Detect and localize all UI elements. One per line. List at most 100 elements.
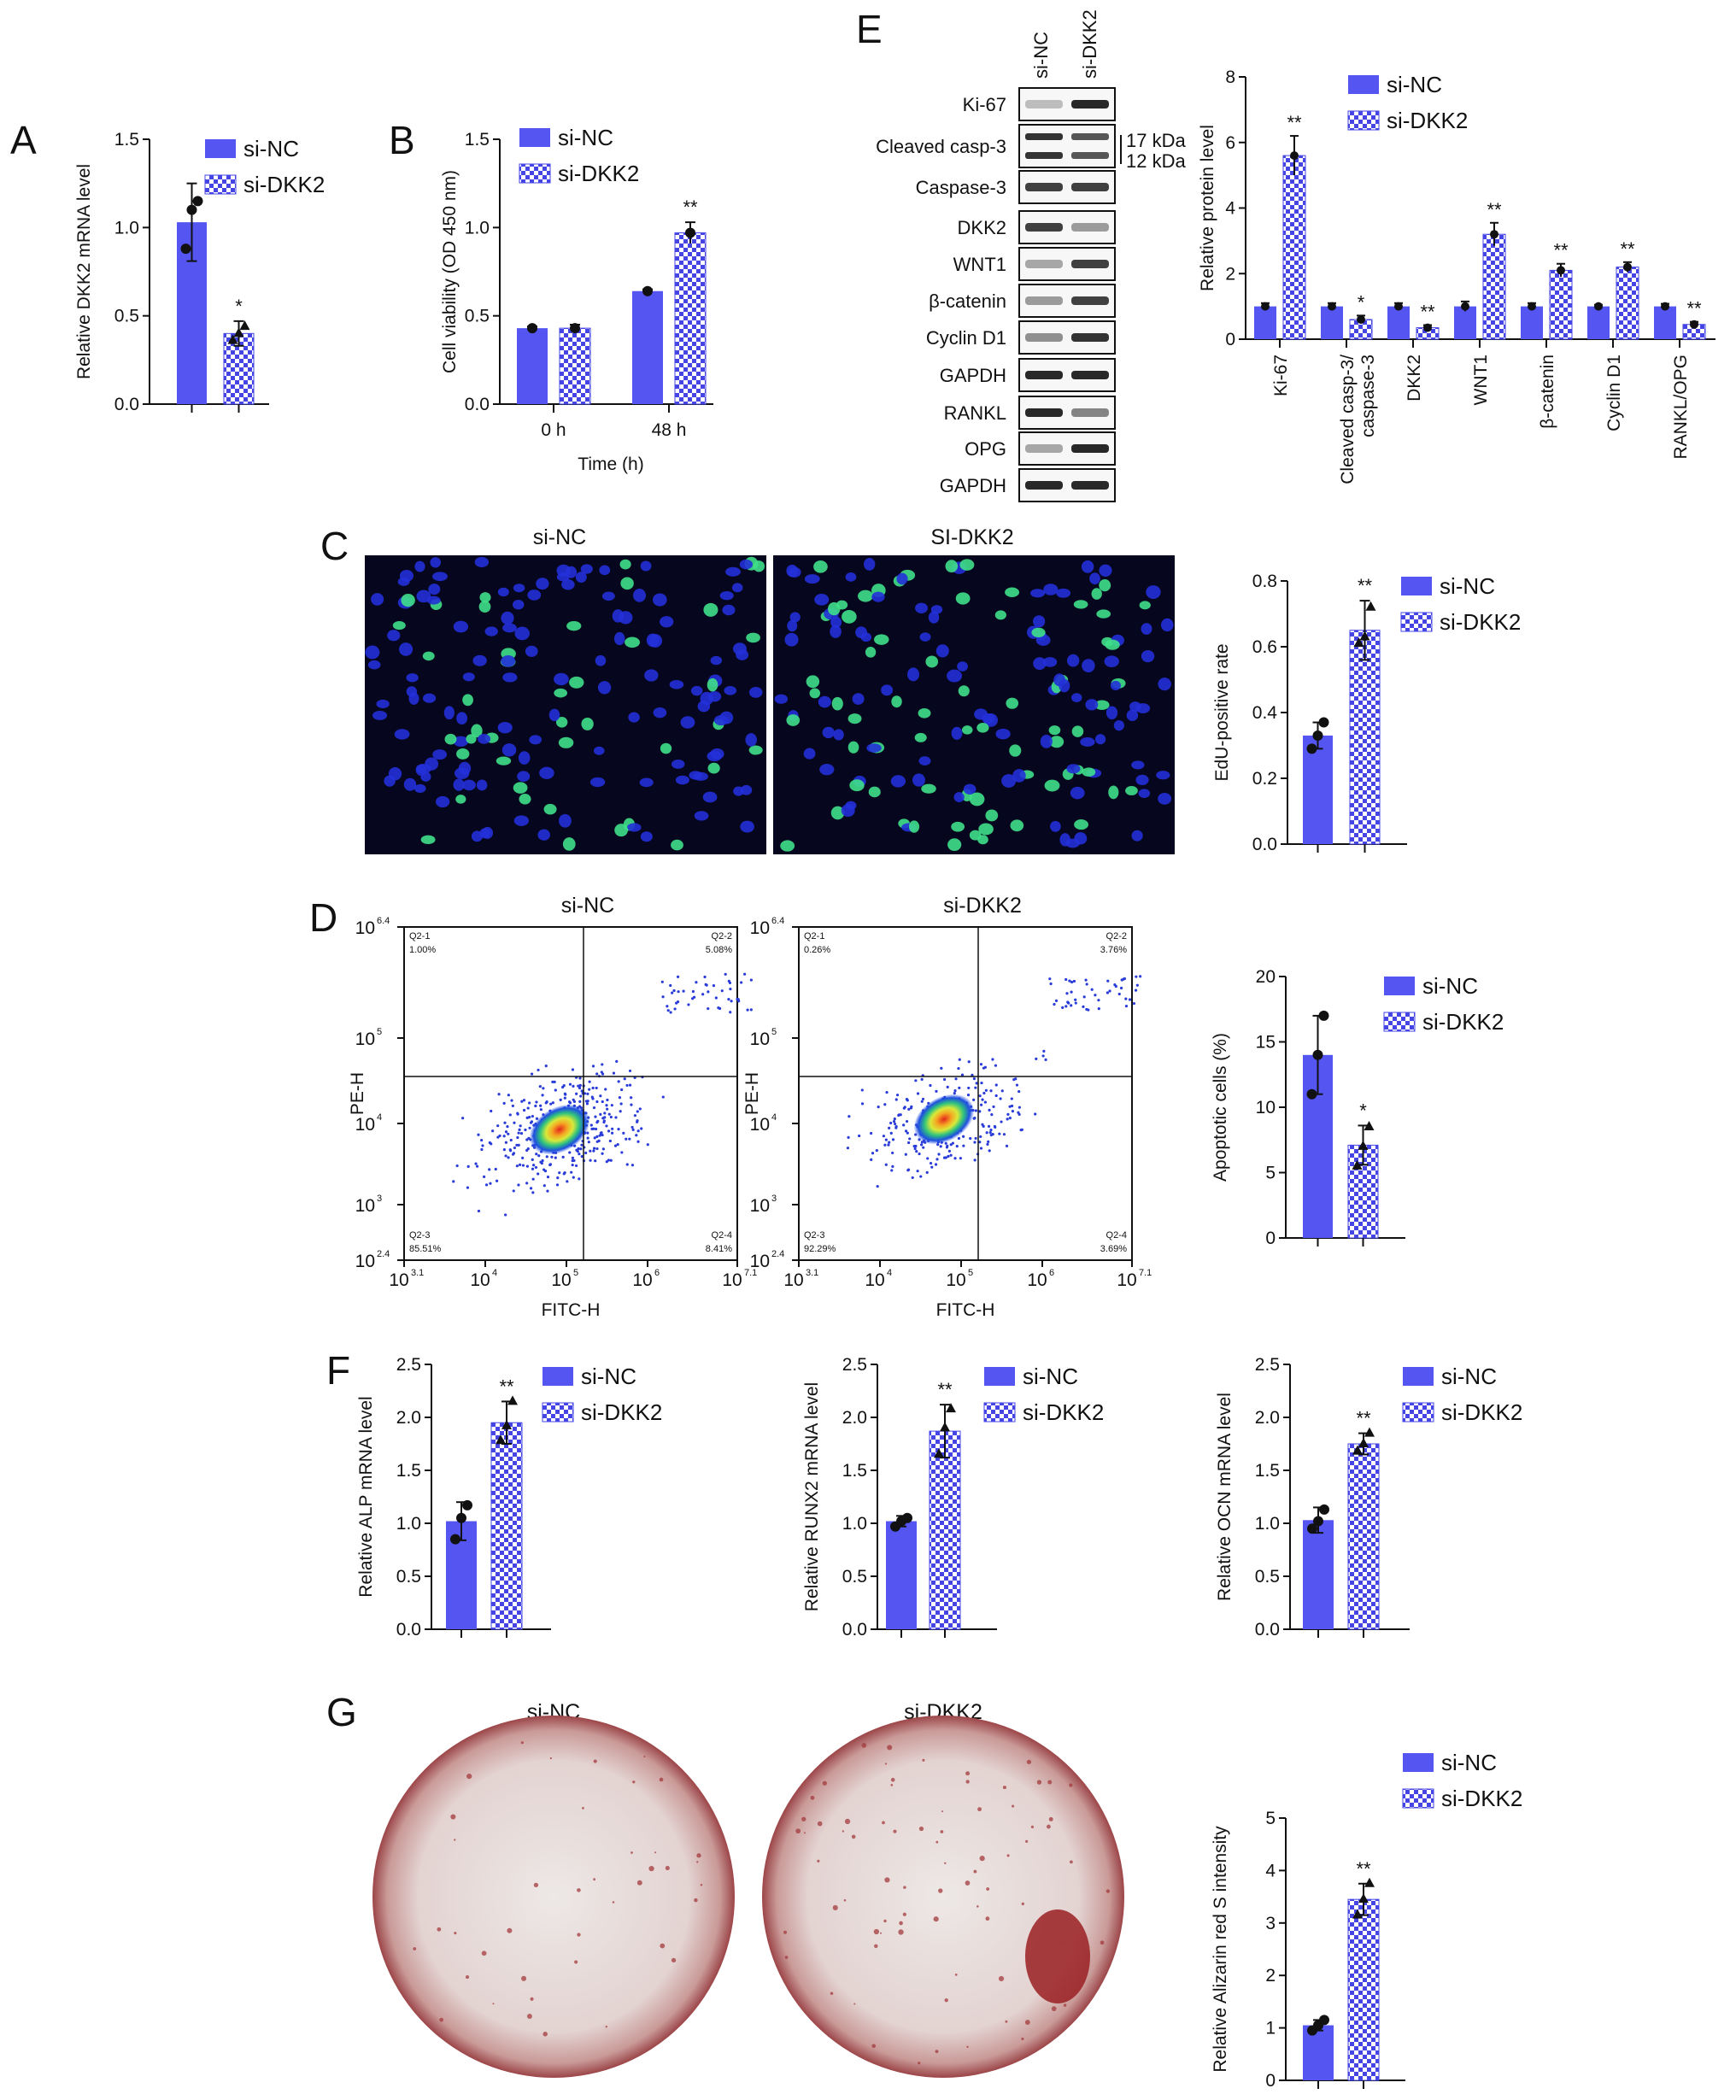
y-tick-label: 2.5 bbox=[396, 1355, 421, 1375]
flow-event bbox=[899, 1113, 902, 1117]
flow-event bbox=[920, 1143, 924, 1147]
flow-event bbox=[1124, 997, 1128, 1000]
dish-speck bbox=[1069, 1860, 1073, 1864]
flow-event bbox=[535, 1100, 538, 1104]
flow-event bbox=[981, 1123, 984, 1126]
flow-event bbox=[666, 1009, 670, 1012]
nucleus bbox=[1158, 793, 1172, 805]
legend-swatch-dkk2 bbox=[1400, 612, 1433, 632]
flow-event bbox=[567, 1100, 572, 1104]
flow-event bbox=[537, 1172, 540, 1176]
data-point bbox=[1358, 1140, 1369, 1150]
y-tick-label: 0.8 bbox=[1252, 572, 1277, 591]
nucleus bbox=[1042, 657, 1058, 667]
flow-event bbox=[526, 1106, 530, 1110]
flow-event bbox=[1124, 1004, 1129, 1008]
nucleus bbox=[1131, 830, 1143, 842]
nucleus bbox=[512, 599, 525, 610]
flow-event bbox=[918, 1152, 921, 1156]
flow-event bbox=[847, 1115, 851, 1118]
significance-label: * bbox=[1359, 1100, 1367, 1121]
flow-event bbox=[1135, 983, 1139, 987]
flow-event bbox=[577, 1084, 580, 1088]
dish-speck bbox=[784, 1956, 789, 1959]
flow-event bbox=[508, 1113, 512, 1117]
nucleus bbox=[462, 672, 475, 682]
y-tick-label: 5 bbox=[1265, 1809, 1276, 1828]
data-point bbox=[1661, 302, 1669, 311]
dish-speck bbox=[437, 1927, 442, 1932]
nucleus bbox=[1099, 564, 1112, 577]
flow-event bbox=[504, 1130, 508, 1134]
flow-event bbox=[1015, 1083, 1019, 1087]
data-point bbox=[1690, 320, 1698, 329]
flow-event bbox=[902, 1123, 906, 1127]
dish-speck bbox=[998, 1975, 1005, 1982]
flow-event bbox=[675, 1001, 678, 1005]
flow-quadrant-name: Q2-1 bbox=[409, 931, 430, 941]
blot-band bbox=[1025, 152, 1063, 159]
nucleus bbox=[713, 715, 729, 726]
data-point bbox=[1594, 302, 1603, 311]
flow-event bbox=[860, 1088, 864, 1092]
dish-speck bbox=[976, 1905, 979, 1908]
panel-letter-e: E bbox=[856, 7, 883, 51]
nucleus bbox=[502, 623, 517, 633]
nucleus bbox=[847, 713, 862, 724]
nucleus bbox=[392, 621, 406, 631]
x-tick-label: Cyclin D1 bbox=[1604, 355, 1624, 431]
flow-event bbox=[981, 1098, 984, 1101]
nucleus bbox=[444, 733, 457, 745]
data-point bbox=[1364, 1120, 1375, 1130]
nucleus bbox=[640, 831, 653, 842]
dish-speck bbox=[882, 1821, 885, 1825]
flow-y-label: PE-H bbox=[348, 1072, 367, 1115]
flow-event bbox=[1064, 977, 1068, 982]
blot-band bbox=[1025, 408, 1063, 417]
nucleus bbox=[1030, 589, 1046, 598]
nucleus bbox=[804, 574, 820, 584]
flow-event bbox=[1019, 1129, 1023, 1132]
chart-F1: 0.0 0.5 1.0 1.5 2.0 2.5 Relative ALP mRNA leve… bbox=[356, 1355, 662, 1640]
flow-x-tick-label: 10 bbox=[946, 1270, 965, 1290]
flow-event bbox=[978, 1094, 982, 1098]
chart-A: 0.0 0.5 1.0 1.5 Relative DKK2 mRNA level * si-… bbox=[74, 130, 325, 414]
flow-event bbox=[889, 1121, 893, 1125]
data-point bbox=[1312, 1049, 1323, 1060]
flow-event bbox=[1070, 990, 1073, 994]
flow-x-tick-label: 10 bbox=[470, 1270, 490, 1290]
y-tick-label: 0.5 bbox=[1255, 1567, 1280, 1587]
flow-event bbox=[871, 1152, 875, 1155]
dish-speck bbox=[893, 1829, 897, 1833]
flow-event bbox=[495, 1179, 499, 1182]
nucleus bbox=[443, 706, 455, 720]
flow-event bbox=[595, 1100, 599, 1104]
flow-event bbox=[943, 1077, 947, 1082]
legend-swatch-dkk2 bbox=[542, 1402, 574, 1422]
x-axis-label: Time (h) bbox=[578, 455, 643, 474]
flow-event bbox=[614, 1116, 618, 1119]
significance-label: * bbox=[235, 296, 243, 317]
dish-speck bbox=[700, 1883, 703, 1886]
dish-speck bbox=[933, 1916, 939, 1922]
flow-event bbox=[994, 1125, 997, 1129]
dish-speck bbox=[851, 1834, 856, 1839]
dish-speck bbox=[979, 1856, 985, 1862]
flow-event bbox=[957, 1066, 960, 1071]
flow-event bbox=[958, 1086, 961, 1090]
nucleus bbox=[1006, 697, 1019, 709]
dish-speck bbox=[665, 1866, 670, 1871]
data-point bbox=[1290, 151, 1299, 161]
nucleus bbox=[399, 642, 413, 656]
dish-speck bbox=[880, 1932, 883, 1934]
nucleus bbox=[865, 646, 877, 658]
nucleus bbox=[403, 777, 417, 791]
nucleus bbox=[842, 609, 857, 624]
flow-event bbox=[915, 1150, 918, 1153]
nucleus bbox=[517, 771, 531, 783]
nucleus bbox=[484, 626, 498, 636]
flow-event bbox=[558, 1171, 561, 1175]
data-point bbox=[1490, 230, 1498, 239]
flow-event bbox=[972, 1098, 976, 1101]
nucleus bbox=[1001, 774, 1017, 788]
